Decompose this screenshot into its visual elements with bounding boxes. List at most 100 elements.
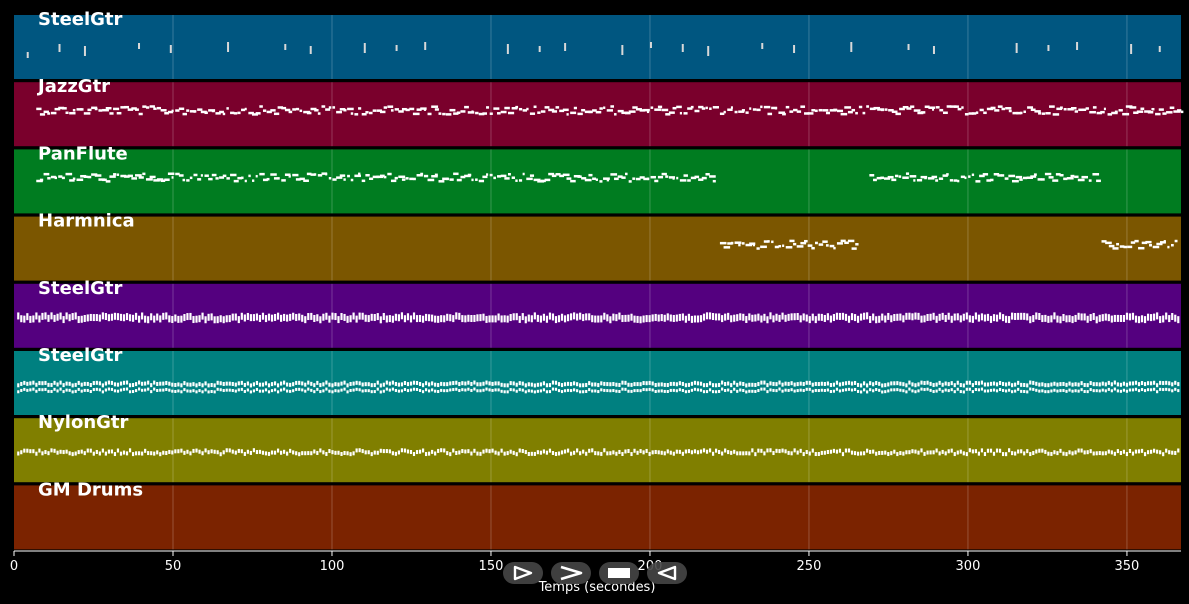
note	[995, 382, 999, 387]
note	[204, 316, 207, 324]
note	[576, 448, 579, 453]
note	[20, 315, 23, 323]
stop-button[interactable]	[599, 562, 639, 584]
note	[566, 448, 570, 453]
note	[383, 106, 388, 109]
note	[281, 106, 287, 110]
note	[1095, 389, 1098, 393]
note	[149, 105, 155, 108]
note	[914, 383, 917, 388]
note	[545, 383, 549, 388]
note	[905, 383, 908, 388]
note	[1110, 450, 1113, 455]
note	[1068, 315, 1071, 323]
note	[322, 313, 325, 321]
note	[625, 111, 631, 115]
note	[956, 450, 959, 455]
note	[1092, 106, 1097, 109]
note	[654, 179, 659, 183]
note	[215, 112, 221, 115]
note	[1113, 314, 1116, 322]
note	[790, 388, 793, 392]
note	[446, 389, 449, 393]
rewind-button[interactable]	[647, 562, 687, 584]
note	[672, 381, 675, 386]
note	[1110, 315, 1113, 323]
note	[840, 112, 848, 116]
note	[240, 387, 243, 391]
note	[603, 312, 606, 320]
note	[298, 313, 301, 321]
note	[1065, 382, 1068, 387]
note	[258, 449, 262, 454]
note	[751, 389, 754, 393]
note	[736, 382, 739, 387]
play-forward-button[interactable]	[503, 562, 543, 584]
note	[875, 316, 878, 324]
note	[986, 382, 990, 387]
note	[971, 173, 975, 177]
note	[279, 381, 283, 386]
note	[853, 387, 857, 391]
note	[491, 315, 494, 323]
note	[992, 388, 996, 392]
note	[383, 175, 387, 179]
note	[633, 382, 636, 387]
note	[781, 389, 784, 393]
note	[581, 108, 586, 112]
note	[440, 388, 443, 392]
note	[225, 448, 228, 453]
note	[884, 450, 887, 455]
note	[390, 179, 397, 183]
note	[219, 315, 222, 323]
note	[102, 108, 109, 112]
note	[890, 451, 893, 456]
note	[727, 242, 733, 245]
note	[1077, 178, 1085, 182]
note	[908, 450, 911, 455]
note	[869, 449, 872, 454]
note	[1059, 316, 1062, 324]
note	[790, 381, 793, 386]
note	[838, 448, 842, 453]
note	[292, 450, 295, 455]
note	[394, 388, 397, 392]
fast-forward-button[interactable]	[551, 562, 591, 584]
note	[672, 177, 675, 180]
note	[189, 176, 193, 180]
note	[968, 175, 971, 178]
note	[585, 389, 588, 393]
note	[719, 112, 725, 116]
note	[343, 178, 346, 181]
note	[119, 451, 123, 456]
note	[594, 451, 597, 456]
note	[500, 389, 503, 393]
note	[893, 314, 896, 322]
note	[29, 381, 32, 386]
track-label: SteelGtr	[38, 278, 123, 299]
note	[1030, 108, 1036, 112]
note	[1012, 111, 1019, 115]
note	[781, 312, 784, 320]
note	[902, 105, 909, 109]
note	[47, 451, 50, 456]
note	[1152, 245, 1160, 249]
note	[437, 383, 440, 388]
note	[980, 313, 984, 321]
note	[705, 106, 708, 110]
note	[881, 313, 884, 321]
note	[355, 387, 358, 391]
note	[855, 243, 859, 246]
note	[322, 450, 325, 455]
note	[252, 382, 256, 387]
note	[1014, 312, 1017, 320]
note	[1004, 389, 1008, 393]
note	[606, 178, 610, 182]
note	[687, 449, 691, 454]
note	[863, 388, 866, 392]
note	[684, 449, 687, 454]
note	[74, 382, 77, 387]
note	[718, 450, 721, 455]
note	[1165, 448, 1168, 453]
note	[576, 389, 579, 393]
